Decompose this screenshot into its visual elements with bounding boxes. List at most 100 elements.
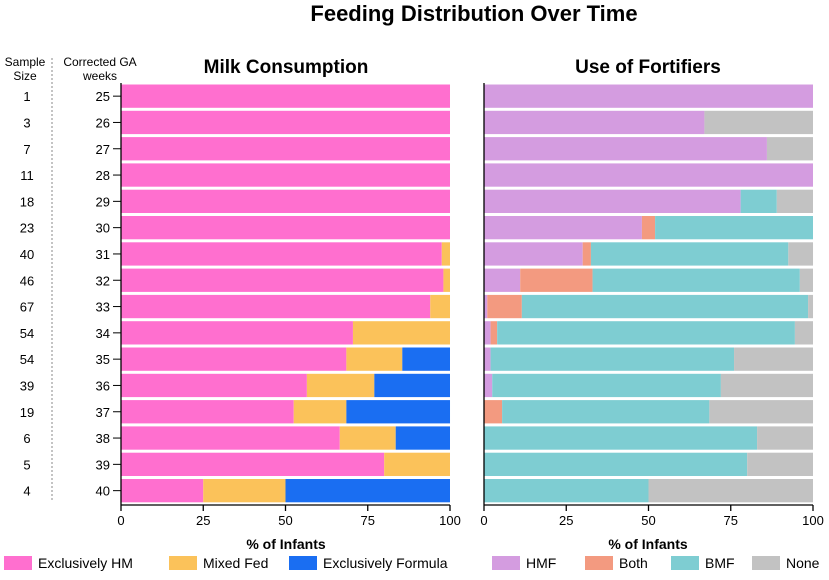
x-tick-label: 25: [196, 513, 210, 528]
bar-1-26-hmf: [484, 110, 705, 135]
bar-0-37-exclusively-hm: [121, 400, 294, 424]
bar-1-31-both: [582, 242, 591, 266]
sample-size-label: 3: [23, 115, 30, 130]
bar-1-40-none: [648, 479, 813, 503]
bar-1-34-bmf: [497, 321, 795, 345]
bar-0-38-exclusively-hm: [121, 426, 340, 450]
ga-week-label: 32: [96, 273, 110, 288]
figure-title: Feeding Distribution Over Time: [310, 1, 637, 26]
bar-1-33-bmf: [521, 294, 809, 319]
ga-week-label: 33: [96, 300, 110, 315]
bar-1-28-hmf: [484, 163, 813, 187]
bar-1-31-bmf: [590, 242, 789, 266]
legend-label-both: Both: [619, 555, 648, 571]
sample-size-label: 39: [20, 378, 34, 393]
sample-size-label: 7: [23, 142, 30, 157]
legend-label-mixed-fed: Mixed Fed: [203, 555, 268, 571]
bar-1-34-both: [490, 321, 498, 345]
sample-size-label: 1: [23, 89, 30, 104]
legend-label-exclusively-hm: Exclusively HM: [38, 555, 133, 571]
bar-1-33-hmf: [484, 294, 488, 319]
bar-1-29-bmf: [740, 189, 777, 213]
bar-0-36-exclusively-hm: [121, 373, 307, 398]
bar-0-25-exclusively-hm: [121, 84, 450, 108]
bar-1-37-none: [709, 400, 814, 424]
ga-header-line2: weeks: [82, 69, 117, 83]
bar-0-29-exclusively-hm: [121, 189, 450, 213]
ga-week-label: 30: [96, 221, 110, 236]
bar-1-33-both: [487, 294, 522, 319]
bar-1-34-none: [794, 321, 813, 345]
bar-1-31-none: [788, 242, 814, 266]
x-tick-label: 75: [724, 513, 738, 528]
bar-0-30-exclusively-hm: [121, 216, 450, 240]
ga-header-line1: Corrected GA: [63, 55, 136, 69]
sample-size-label: 4: [23, 484, 30, 499]
bar-1-32-both: [520, 268, 593, 292]
ga-week-label: 29: [96, 194, 110, 209]
bar-0-38-mixed-fed: [339, 426, 396, 450]
bar-0-39-mixed-fed: [384, 452, 450, 476]
milk-consumption-chart: 2512632772811291830233140324633673454355…: [20, 83, 461, 528]
bar-0-33-mixed-fed: [430, 294, 450, 319]
ga-week-label: 35: [96, 352, 110, 367]
bar-1-36-none: [720, 373, 813, 398]
ga-week-label: 27: [96, 142, 110, 157]
bar-1-37-both: [484, 400, 503, 424]
bar-0-26-exclusively-hm: [121, 110, 450, 135]
sample-size-label: 18: [20, 194, 34, 209]
bar-1-33-none: [808, 294, 814, 319]
sample-size-label: 67: [20, 300, 34, 315]
bar-0-38-exclusively-formula: [395, 426, 450, 450]
bar-0-35-mixed-fed: [346, 347, 403, 371]
legend-swatch-exclusively-formula: [289, 556, 317, 570]
x-tick-label: 75: [361, 513, 375, 528]
x-tick-label: 100: [802, 513, 824, 528]
legend-label-exclusively-formula: Exclusively Formula: [323, 555, 448, 571]
bar-0-27-exclusively-hm: [121, 137, 450, 161]
bar-0-39-exclusively-hm: [121, 452, 385, 476]
ga-week-label: 36: [96, 378, 110, 393]
fortifiers-chart: 0 25 50 75 100: [480, 83, 824, 528]
legend: Exclusively HM Mixed Fed Exclusively Formu…: [4, 555, 820, 571]
bar-1-36-bmf: [492, 373, 721, 398]
x-tick-label: 0: [480, 513, 487, 528]
bar-0-34-exclusively-hm: [121, 321, 353, 345]
x-axis-label-milk: % of Infants: [246, 536, 326, 552]
bar-1-39-none: [747, 452, 813, 476]
bar-1-35-hmf: [484, 347, 491, 371]
legend-swatch-bmf: [671, 556, 699, 570]
ga-week-label: 38: [96, 431, 110, 446]
bar-1-32-bmf: [592, 268, 800, 292]
bar-1-39-bmf: [484, 452, 748, 476]
sample-size-header-line1: Sample: [5, 55, 46, 69]
bar-1-30-bmf: [655, 216, 813, 240]
sample-size-label: 46: [20, 273, 34, 288]
bar-1-27-hmf: [484, 137, 767, 161]
legend-swatch-both: [585, 556, 613, 570]
bar-1-40-bmf: [484, 479, 649, 503]
bar-1-30-both: [641, 216, 656, 240]
bar-0-37-exclusively-formula: [346, 400, 451, 424]
panel-title-milk: Milk Consumption: [204, 57, 369, 78]
bar-1-26-none: [704, 110, 813, 135]
bar-0-40-exclusively-formula: [285, 479, 450, 503]
bar-0-32-exclusively-hm: [121, 268, 444, 292]
bar-0-40-exclusively-hm: [121, 479, 204, 503]
sample-size-label: 5: [23, 457, 30, 472]
bar-0-40-mixed-fed: [203, 479, 286, 503]
bar-1-29-none: [776, 189, 813, 213]
bar-0-34-mixed-fed: [352, 321, 450, 345]
x-tick-label: 25: [559, 513, 573, 528]
bar-1-38-none: [757, 426, 813, 450]
ga-week-label: 28: [96, 168, 110, 183]
sample-size-label: 54: [20, 352, 34, 367]
x-tick-label: 100: [439, 513, 461, 528]
ga-week-label: 25: [96, 89, 110, 104]
legend-swatch-hmf: [492, 556, 520, 570]
x-tick-label: 0: [117, 513, 124, 528]
bar-0-31-mixed-fed: [441, 242, 450, 266]
bar-1-32-none: [799, 268, 813, 292]
bar-1-35-none: [734, 347, 813, 371]
bar-1-25-hmf: [484, 84, 813, 108]
